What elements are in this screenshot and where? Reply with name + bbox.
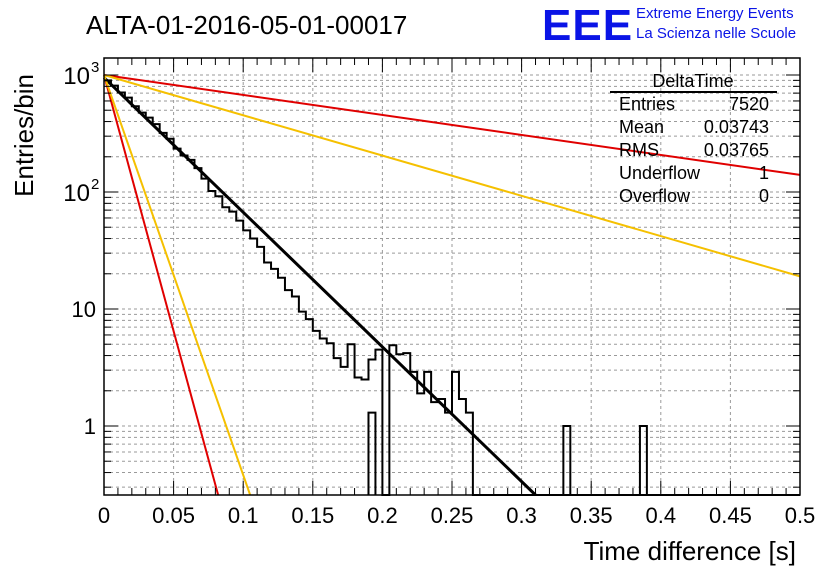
histogram-spike-1 <box>562 425 572 495</box>
stats-value-mean: 0.03743 <box>704 117 769 137</box>
x-tick-label: 0.05 <box>152 503 195 528</box>
y-tick-exponent: 3 <box>91 59 99 76</box>
logo-line2: La Scienza nelle Scuole <box>636 25 796 42</box>
grid-lines <box>104 58 800 495</box>
stats-title: DeltaTime <box>652 71 733 91</box>
x-tick-label: 0.5 <box>785 503 816 528</box>
fit-line-2 <box>103 74 220 496</box>
stats-label-mean: Mean <box>619 117 664 137</box>
histogram-spike-2 <box>638 425 648 495</box>
stats-value-entries: 7520 <box>729 94 769 114</box>
y-tick-label: 10 <box>63 180 90 207</box>
histogram-spike-0 <box>367 411 377 495</box>
x-tick-label: 0 <box>98 503 110 528</box>
stats-label-underflow: Underflow <box>619 163 701 183</box>
y-tick-exponent: 2 <box>91 176 99 193</box>
x-tick-label: 0.1 <box>228 503 259 528</box>
stats-box: DeltaTime Entries 7520 Mean 0.03743 RMS … <box>610 71 777 206</box>
x-tick-label: 0.4 <box>646 503 677 528</box>
y-tick-label: 10 <box>72 297 96 322</box>
x-tick-label: 0.35 <box>570 503 613 528</box>
x-tick-label: 0.45 <box>709 503 752 528</box>
x-tick-label: 0.2 <box>367 503 398 528</box>
stats-label-rms: RMS <box>619 140 659 160</box>
eee-logo: EEE Extreme Energy Events La Scienza nel… <box>542 1 796 50</box>
fit-line-4 <box>103 74 252 496</box>
fit-line-0 <box>102 76 537 497</box>
y-tick-label: 1 <box>84 414 96 439</box>
y-tick-label: 10 <box>63 63 90 90</box>
y-axis-label: Entries/bin <box>9 74 39 197</box>
stats-value-rms: 0.03765 <box>704 140 769 160</box>
fit-line-1 <box>103 74 801 176</box>
fit-lines <box>102 74 801 497</box>
x-axis-label: Time difference [s] <box>584 536 796 566</box>
chart-title: ALTA-01-2016-05-01-00017 <box>86 10 407 40</box>
x-axis-ticks: 0 0.05 0.1 0.15 0.2 0.25 0.3 0.35 0.4 0.45 0.5 <box>98 58 815 528</box>
stats-value-overflow: 0 <box>759 186 769 206</box>
logo-mark: EEE <box>542 1 633 50</box>
fit-line-3 <box>103 74 801 278</box>
logo-line1: Extreme Energy Events <box>636 5 794 22</box>
stats-label-overflow: Overflow <box>619 186 691 206</box>
x-tick-label: 0.3 <box>506 503 537 528</box>
stats-label-entries: Entries <box>619 94 675 114</box>
stats-value-underflow: 1 <box>759 163 769 183</box>
x-tick-label: 0.15 <box>291 503 334 528</box>
x-tick-label: 0.25 <box>431 503 474 528</box>
